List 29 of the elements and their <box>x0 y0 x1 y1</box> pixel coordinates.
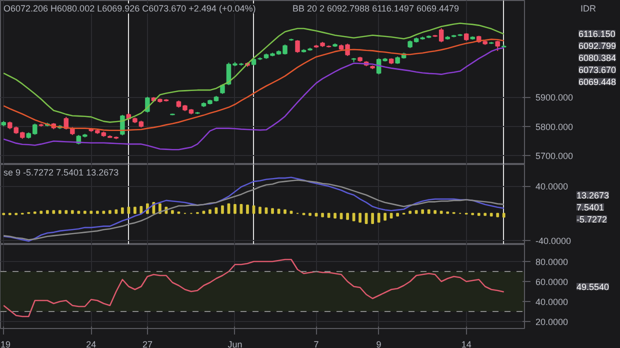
x-tick-label: 24 <box>86 340 96 348</box>
x-tick-label: Jun <box>228 340 242 348</box>
x-tick-label: 19 <box>0 340 11 348</box>
text: 49.5540 <box>576 282 610 292</box>
x-tick-label: 7 <box>314 340 319 348</box>
x-tick-label: 27 <box>142 340 152 348</box>
y-tick-label: 60.0000 <box>536 277 568 287</box>
y-tick-label: 40.0000 <box>536 297 568 307</box>
text: 6092.799 <box>578 41 616 51</box>
text: 13.2673 <box>576 190 610 200</box>
y-tick-label: 40.0000 <box>536 182 568 192</box>
text: 6116.150 <box>578 29 616 39</box>
chart-subtitle: BB 20 2 6092.7988 6116.1497 6069.4479 <box>292 4 459 14</box>
text: IDR <box>580 4 596 14</box>
x-tick-label: 14 <box>461 340 472 348</box>
text: 6080.384 <box>578 53 616 63</box>
chart-title: se 9 -5.7272 7.5401 13.2673 <box>4 168 119 178</box>
text: -5.7272 <box>576 214 608 224</box>
y-tick-label: -40.0000 <box>536 236 572 246</box>
text: 7.5401 <box>576 202 604 212</box>
y-tick-label: 5700.000 <box>536 150 574 161</box>
text: 6069.448 <box>578 77 616 87</box>
y-tick-label: 20.0000 <box>536 317 568 327</box>
y-tick-label: 80.0000 <box>536 257 568 267</box>
x-tick-label: 9 <box>376 340 382 348</box>
text: 6073.670 <box>578 65 616 75</box>
y-tick-label: 5800.000 <box>536 122 574 132</box>
chart-title: O6072.206 H6080.002 L6069.926 C6073.670 +2.494 (+0.04%) <box>4 4 256 14</box>
y-tick-label: 5900.000 <box>536 92 574 103</box>
